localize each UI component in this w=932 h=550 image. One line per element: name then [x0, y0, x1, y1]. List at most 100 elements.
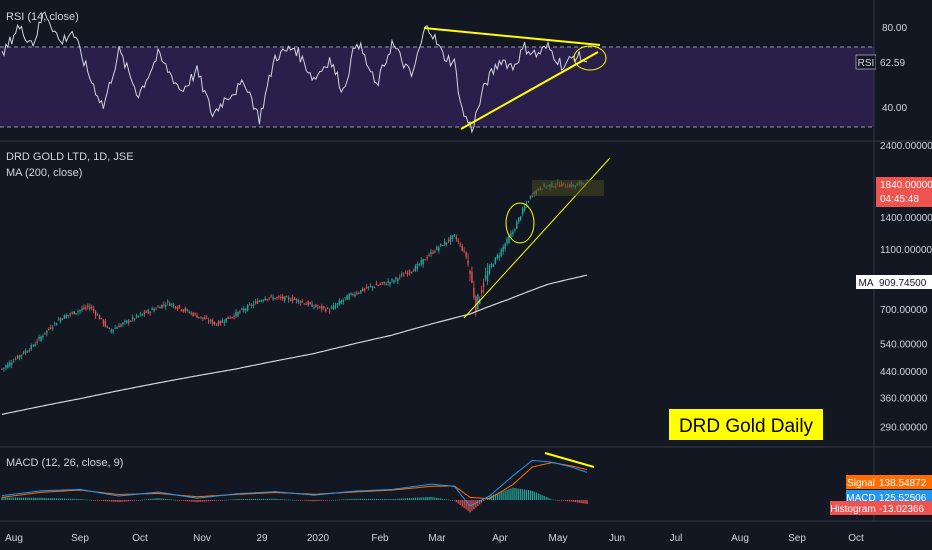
price-tick-label: 360.00000 — [880, 394, 928, 405]
ma-title: MA (200, close) — [6, 167, 82, 179]
candle-body — [504, 243, 506, 249]
candle-body — [135, 314, 138, 318]
candle-body — [266, 299, 268, 301]
macd-panel[interactable]: MACD (12, 26, close, 9) — [0, 457, 932, 522]
rsi-line — [1, 11, 588, 134]
histogram-bar — [580, 500, 582, 504]
rsi-support-trendline[interactable] — [460, 51, 599, 130]
candle-body — [260, 300, 263, 302]
histogram-bar — [145, 499, 147, 500]
candle-body — [518, 217, 520, 222]
candle-body — [36, 341, 38, 343]
histogram-bar — [153, 498, 155, 500]
candle-body — [334, 305, 337, 309]
time-axis-label: May — [549, 533, 568, 544]
annotation-label-box[interactable] — [669, 409, 823, 440]
candle-body — [336, 303, 339, 306]
candle-body — [122, 322, 124, 325]
rsi-apex-circle[interactable] — [573, 45, 607, 71]
candle-body — [443, 241, 446, 246]
candle-body — [272, 297, 274, 300]
histogram-bar — [155, 498, 157, 500]
time-axis-label: Jun — [609, 533, 625, 544]
histogram-bar — [83, 499, 85, 500]
rsi-panel[interactable]: RSI (14, close) — [0, 11, 932, 142]
histogram-bar — [303, 500, 305, 501]
candle-body — [325, 309, 327, 312]
time-axis-label: Feb — [371, 533, 389, 544]
annotations[interactable]: DRD Gold Daily — [423, 27, 823, 468]
consolidation-box[interactable] — [532, 180, 604, 196]
histogram-bar — [325, 500, 327, 501]
histogram-bar — [213, 500, 216, 501]
candle-body — [284, 296, 286, 301]
candle-body — [124, 320, 126, 322]
histogram-bar — [272, 498, 274, 500]
histogram-bar — [254, 498, 257, 500]
histogram-bar — [159, 498, 161, 500]
candle-body — [321, 305, 323, 310]
candle-body — [326, 307, 329, 309]
candle-body — [410, 272, 413, 274]
histogram-bar — [288, 499, 290, 501]
histogram-bar — [508, 489, 510, 500]
candle-body — [161, 304, 163, 309]
candle-body — [391, 279, 393, 281]
macd-name-box — [846, 490, 876, 504]
histogram-bar — [278, 499, 280, 500]
candle-body — [38, 336, 40, 340]
histogram-bar — [106, 500, 108, 502]
time-axis-label: Mar — [428, 533, 446, 544]
histogram-bar — [564, 500, 567, 501]
histogram-bar — [249, 498, 251, 500]
candle-body — [397, 278, 399, 282]
candle-body — [143, 312, 146, 314]
histogram-bar — [329, 500, 331, 501]
price-gap-circle[interactable] — [505, 202, 535, 244]
histogram-bar — [284, 499, 286, 500]
candle-body — [248, 304, 251, 306]
time-axis[interactable]: Aug Sep Oct Nov 29 2020 Feb Mar Apr May Jun Jul Aug S… — [5, 533, 864, 544]
candle-body — [364, 288, 366, 290]
candle-body — [381, 282, 383, 284]
time-axis-label: Jul — [670, 533, 683, 544]
candle-body — [502, 246, 504, 252]
candle-body — [440, 243, 442, 246]
signal-value-box — [876, 475, 932, 489]
candle-body — [500, 249, 502, 256]
histogram-bar — [574, 500, 576, 503]
candle-body — [9, 361, 11, 366]
candle-body — [149, 312, 151, 314]
histogram-bar — [139, 499, 142, 501]
candle-body — [531, 195, 534, 197]
price-scale[interactable]: 80.00 40.00 2400.00000 1400.00000 1100.000… — [830, 0, 932, 521]
histogram-bar — [307, 500, 309, 501]
histogram-bar — [412, 497, 415, 500]
histogram-bar — [461, 500, 463, 507]
histogram-bar — [563, 500, 565, 501]
histogram-bar — [5, 497, 7, 500]
histogram-bar — [52, 498, 54, 500]
histogram-bar — [446, 499, 448, 500]
price-panel[interactable]: DRD GOLD LTD, 1D, JSE MA (200, close) — [0, 151, 932, 448]
histogram-bar — [18, 497, 21, 500]
histogram-bar — [559, 500, 561, 501]
candle-body — [406, 272, 409, 275]
candle-body — [438, 247, 440, 251]
rsi-tick-80: 80.00 — [882, 23, 907, 34]
histogram-bar — [223, 500, 225, 501]
histogram-bar — [50, 498, 52, 500]
candle-body — [477, 294, 479, 309]
histogram-bar — [247, 498, 249, 500]
macd-divergence-line[interactable] — [544, 452, 595, 468]
rsi-resistance-trendline[interactable] — [423, 27, 601, 46]
candle-body — [169, 303, 171, 306]
histogram-bar — [321, 500, 323, 501]
candle-body — [469, 270, 471, 275]
candle-body — [315, 304, 317, 308]
candle-body — [120, 324, 122, 327]
histogram-bar — [274, 498, 276, 500]
candle-body — [213, 321, 216, 325]
histogram-bar — [204, 500, 206, 502]
